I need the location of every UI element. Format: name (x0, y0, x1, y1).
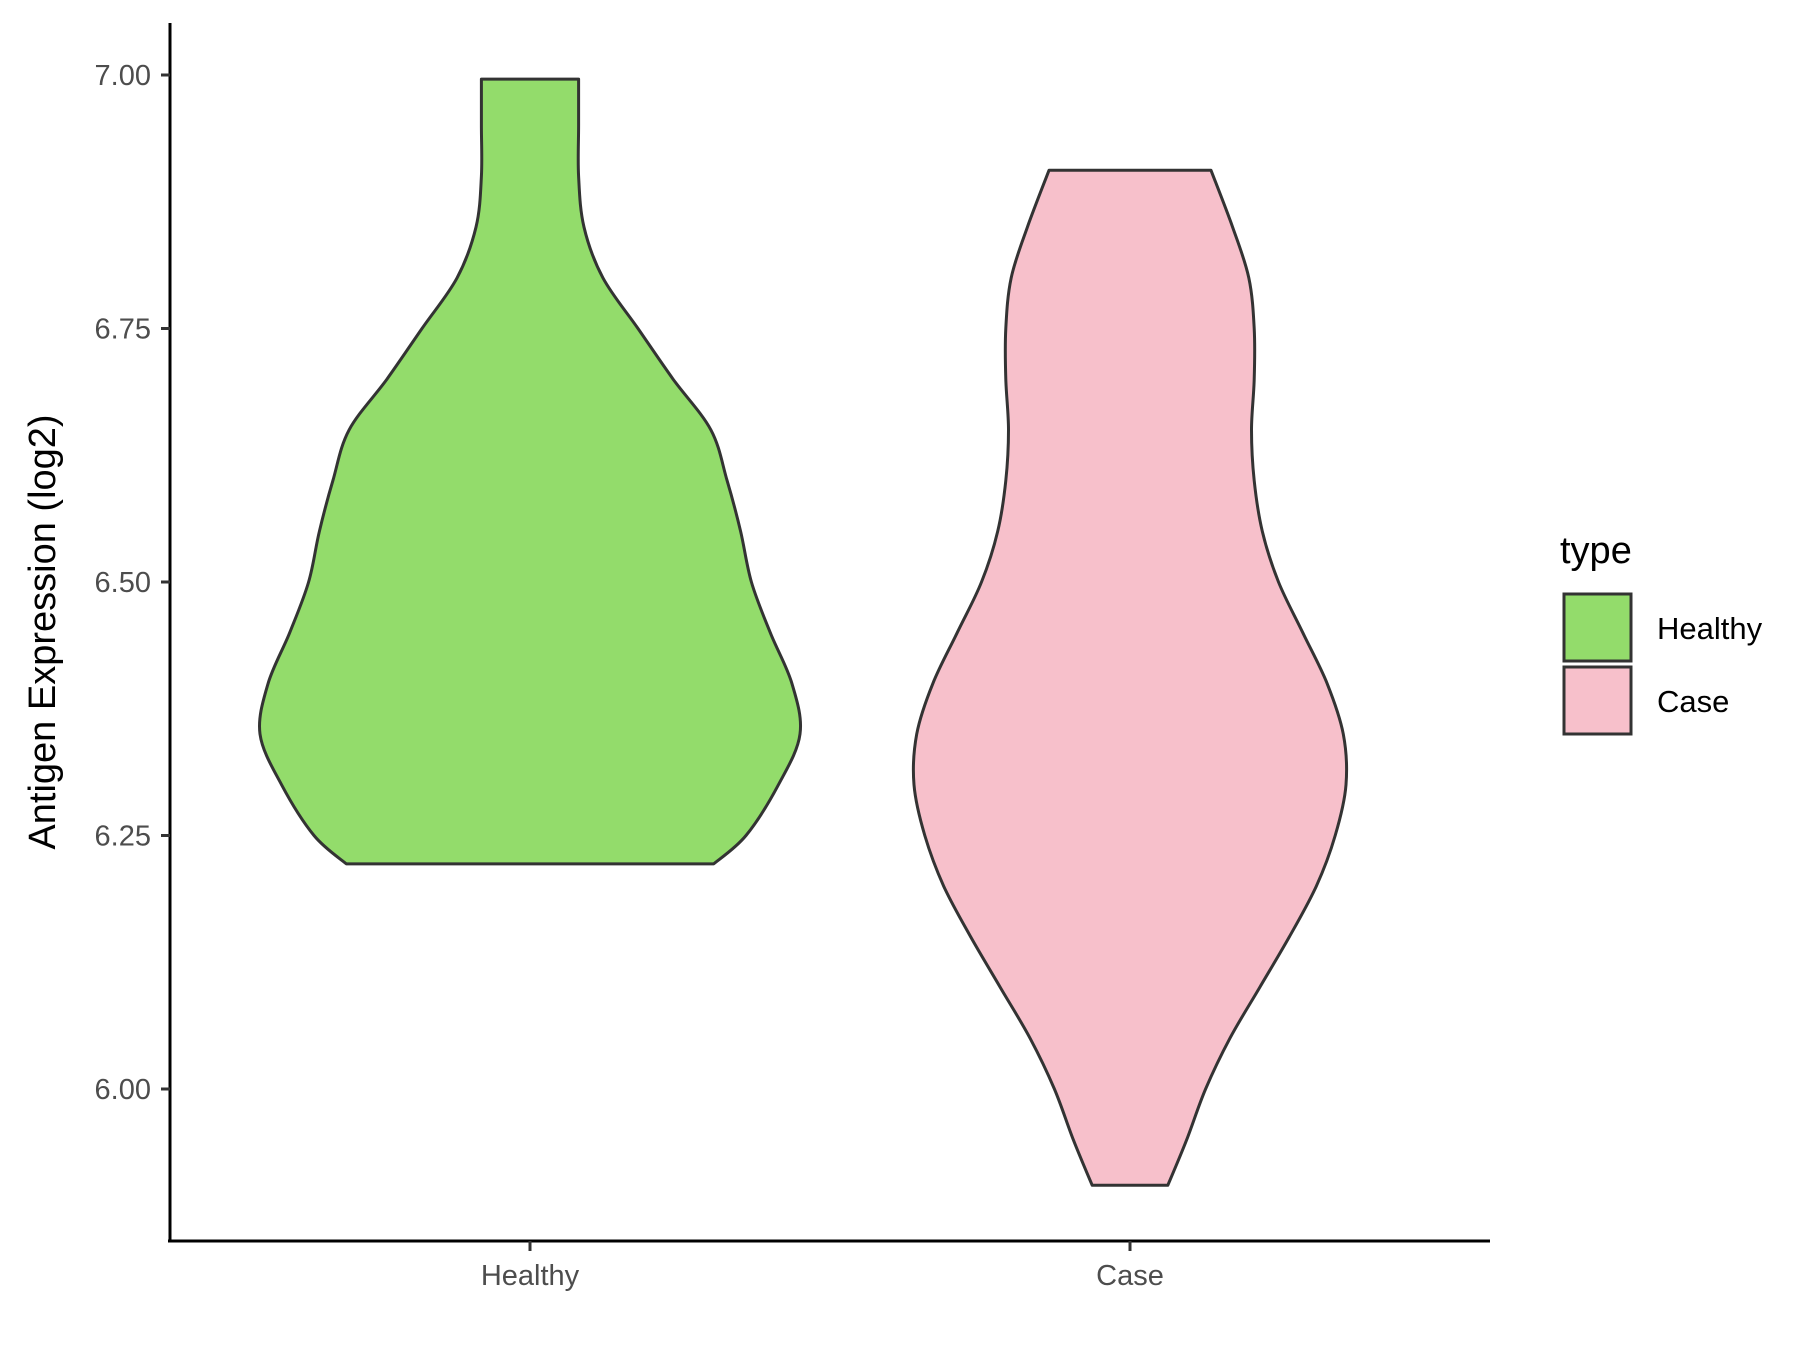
y-tick-label: 7.00 (95, 60, 151, 92)
legend-label-healthy: Healthy (1657, 611, 1763, 646)
legend-key-case (1562, 665, 1633, 736)
y-axis-title: Antigen Expression (log2) (22, 414, 64, 849)
legend-key-healthy (1562, 592, 1633, 663)
legend-items: Healthy Case (1562, 592, 1763, 736)
y-tick-label: 6.25 (95, 821, 151, 853)
violin-case (911, 168, 1349, 1187)
x-tick-label: Case (1096, 1260, 1164, 1292)
x-tick-label: Healthy (481, 1260, 580, 1292)
y-tick-label: 6.50 (95, 567, 151, 599)
legend-label-case: Case (1657, 684, 1729, 719)
legend-title: type (1560, 530, 1632, 572)
violin-healthy (258, 77, 803, 866)
x-ticks-layer: Healthy Case (481, 1241, 1164, 1292)
axes-layer (168, 23, 1490, 1243)
legend: type Healthy Case (1560, 530, 1763, 736)
y-tick-label: 6.00 (95, 1074, 151, 1106)
y-tick-label: 6.75 (95, 314, 151, 346)
y-ticks-layer: 6.00 6.25 6.50 6.75 7.00 (95, 60, 170, 1106)
violins-layer (258, 77, 1349, 1187)
